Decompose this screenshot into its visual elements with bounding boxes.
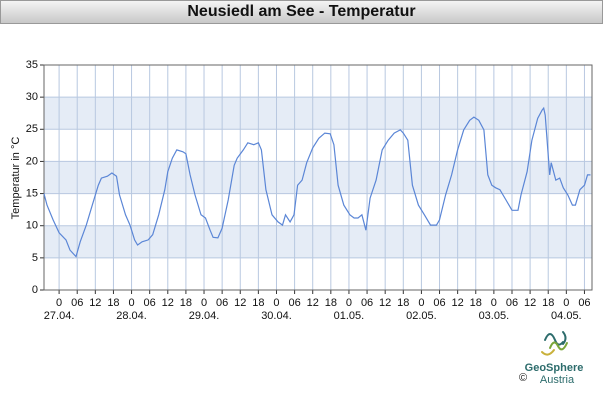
x-tick-label: 18	[325, 297, 337, 309]
x-tick-label: 06	[361, 297, 373, 309]
date-label: 04.05.	[551, 310, 582, 322]
x-tick-label: 0	[418, 297, 424, 309]
x-tick-label: 06	[506, 297, 518, 309]
x-tick-label: 18	[180, 297, 192, 309]
date-label: 28.04.	[116, 310, 147, 322]
x-tick-label: 18	[397, 297, 409, 309]
date-label: 02.05.	[406, 310, 437, 322]
logo	[541, 331, 568, 356]
x-tick-label: 12	[89, 297, 101, 309]
x-tick-label: 0	[563, 297, 569, 309]
y-tick-label: 5	[32, 252, 38, 264]
x-tick-label: 18	[542, 297, 554, 309]
plot-frame	[43, 64, 593, 291]
y-tick-label: 15	[26, 187, 38, 199]
x-tick-label: 0	[346, 297, 352, 309]
x-tick-label: 12	[452, 297, 464, 309]
x-tick-label: 0	[273, 297, 279, 309]
plot-area	[44, 64, 592, 291]
x-tick-label: 0	[128, 297, 134, 309]
y-axis-label: Temperatur in °C	[10, 137, 22, 220]
y-tick-label: 0	[32, 284, 38, 296]
y-tick-label: 30	[26, 91, 38, 103]
logo-sub: Austria	[540, 374, 575, 386]
x-tick-label: 06	[578, 297, 590, 309]
x-tick-label: 06	[71, 297, 83, 309]
date-label: 01.05.	[334, 310, 365, 322]
y-tick-label: 35	[26, 59, 38, 71]
date-label: 03.05.	[479, 310, 510, 322]
date-label: 30.04.	[261, 310, 292, 322]
x-tick-label: 12	[379, 297, 391, 309]
logo-name: GeoSphere	[525, 362, 584, 374]
x-tick-label: 0	[201, 297, 207, 309]
x-tick-label: 0	[491, 297, 497, 309]
x-tick-label: 18	[252, 297, 264, 309]
x-tick-label: 06	[288, 297, 300, 309]
x-tick-label: 18	[107, 297, 119, 309]
y-tick-label: 25	[26, 123, 38, 135]
x-tick-label: 12	[307, 297, 319, 309]
x-tick-label: 12	[162, 297, 174, 309]
y-tick-label: 10	[26, 220, 38, 232]
x-tick-label: 06	[433, 297, 445, 309]
band	[44, 225, 592, 258]
x-tick-label: 06	[144, 297, 156, 309]
date-label: 27.04.	[44, 310, 75, 322]
band	[44, 161, 592, 194]
x-tick-label: 12	[524, 297, 536, 309]
date-label: 29.04.	[189, 310, 220, 322]
chart-title: Neusiedl am See - Temperatur	[0, 0, 603, 24]
x-tick-label: 06	[216, 297, 228, 309]
copyright: ©	[519, 372, 527, 384]
x-tick-label: 0	[56, 297, 62, 309]
band	[44, 97, 592, 130]
temperature-line	[43, 106, 591, 258]
y-tick-label: 20	[26, 155, 38, 167]
x-tick-label: 18	[470, 297, 482, 309]
x-tick-label: 12	[234, 297, 246, 309]
